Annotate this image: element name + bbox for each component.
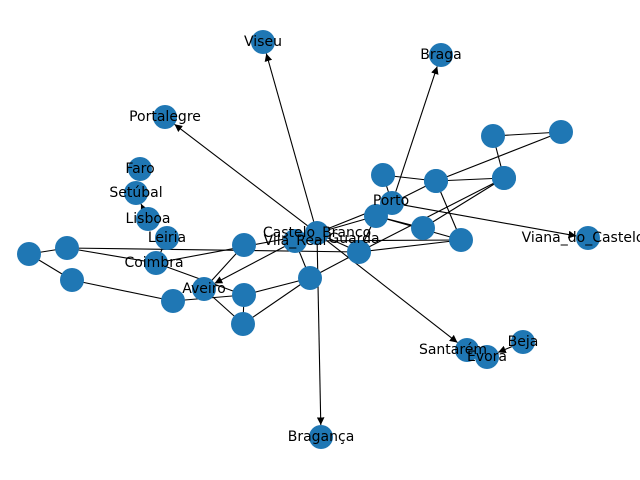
node-Leiria bbox=[155, 226, 179, 250]
node-Viana_do_Castelo bbox=[576, 226, 600, 250]
node-label-Guarda: Guarda bbox=[328, 231, 379, 247]
node-Viseu bbox=[251, 30, 275, 54]
node-label-Vila_Real: Vila_Real bbox=[264, 233, 327, 249]
node-u5 bbox=[298, 266, 322, 290]
node-Lisboa bbox=[136, 207, 160, 231]
node-u7 bbox=[449, 228, 473, 252]
node-u1 bbox=[371, 163, 395, 187]
node-Evora bbox=[475, 345, 499, 369]
edge-u15-u16 bbox=[71, 279, 174, 302]
edge-Lisboa-Setubal bbox=[140, 203, 148, 213]
labels-layer: Viseu Braga Portalegre Faro Setúbal Lisboa Lei… bbox=[109, 34, 640, 445]
node-Braga bbox=[429, 43, 453, 67]
node-label-Lisboa: Lisboa bbox=[125, 211, 170, 227]
node-label-Portalegre: Portalegre bbox=[129, 109, 201, 125]
node-u12 bbox=[492, 166, 516, 190]
edge-Castelo_Branco-Portalegre bbox=[174, 123, 308, 227]
edge-u2-Braga bbox=[395, 66, 439, 192]
node-Santarem bbox=[455, 338, 479, 362]
node-u4 bbox=[232, 233, 256, 257]
node-Porto bbox=[364, 204, 388, 228]
node-label-Viana_do_Castelo: Viana_do_Castelo bbox=[522, 230, 640, 246]
node-label-Porto: Porto bbox=[373, 193, 409, 209]
node-label-Coimbra: Coimbra bbox=[124, 255, 183, 271]
node-label-Braga: Braga bbox=[420, 47, 461, 63]
edge-Vila_Real-Aveiro bbox=[214, 246, 285, 284]
node-u10 bbox=[481, 124, 505, 148]
node-u2 bbox=[380, 191, 404, 215]
node-u3 bbox=[411, 216, 435, 240]
node-label-Aveiro: Aveiro bbox=[182, 281, 226, 297]
edge-Castelo_Branco-Santarem bbox=[326, 239, 458, 344]
edge-Beja-Evora bbox=[497, 345, 513, 353]
node-Coimbra bbox=[144, 251, 168, 275]
edge-u5-u18 bbox=[242, 277, 311, 325]
node-Braganca bbox=[309, 425, 333, 449]
node-u17 bbox=[232, 283, 256, 307]
node-Portalegre bbox=[153, 105, 177, 129]
node-Aveiro bbox=[192, 277, 216, 301]
node-Faro bbox=[128, 157, 152, 181]
node-label-Faro: Faro bbox=[125, 161, 154, 177]
node-u15 bbox=[60, 268, 84, 292]
edge-u8-Guarda bbox=[358, 177, 505, 253]
node-Castelo_Branco bbox=[305, 221, 329, 245]
node-u13 bbox=[55, 236, 79, 260]
edge-Guarda-u13 bbox=[66, 247, 360, 253]
node-label-Setubal: Setúbal bbox=[109, 185, 162, 201]
node-u11 bbox=[424, 169, 448, 193]
node-u14 bbox=[17, 242, 41, 266]
edge-Castelo_Branco-Viseu bbox=[264, 53, 315, 222]
node-label-Evora: Évora bbox=[467, 348, 507, 365]
node-Beja bbox=[511, 330, 535, 354]
edge-u7-Guarda bbox=[358, 239, 462, 253]
node-Vila_Real bbox=[283, 229, 307, 253]
nodes-layer bbox=[17, 30, 600, 449]
node-u9 bbox=[549, 120, 573, 144]
node-label-Braganca: Bragança bbox=[288, 429, 355, 445]
node-Guarda bbox=[347, 240, 371, 264]
node-label-Viseu: Viseu bbox=[244, 34, 282, 50]
node-u16 bbox=[161, 289, 185, 313]
node-label-Leiria: Leiria bbox=[148, 230, 186, 246]
node-label-Castelo_Branco: Castelo_Branco bbox=[263, 225, 371, 241]
node-Setubal bbox=[124, 181, 148, 205]
node-u18 bbox=[231, 312, 255, 336]
node-label-Beja: Beja bbox=[508, 334, 539, 350]
edge-u13-Coimbra bbox=[66, 247, 157, 264]
edge-u2-Viana_do_Castelo bbox=[403, 204, 577, 239]
edge-u8-u3 bbox=[422, 177, 505, 229]
node-label-Santarem: Santarém bbox=[419, 342, 487, 358]
